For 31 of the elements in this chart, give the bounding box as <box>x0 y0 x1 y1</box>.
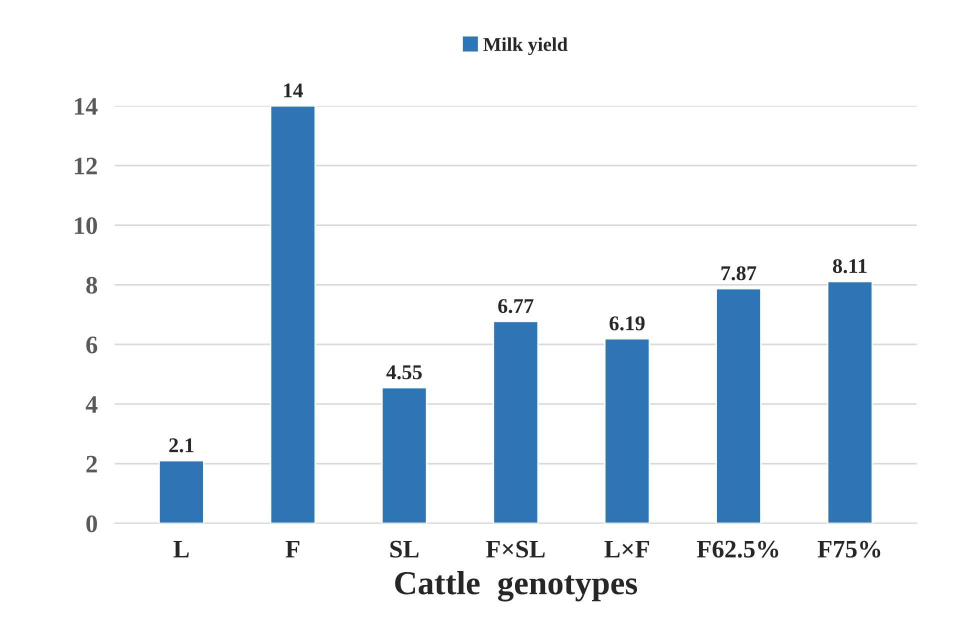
bar <box>492 320 539 524</box>
x-tick-label: F62.5% <box>696 540 778 558</box>
x-tick-label: L <box>174 540 189 558</box>
y-tick-label: 4 <box>86 396 98 413</box>
data-label: 14 <box>284 84 303 98</box>
data-label: 6.77 <box>498 299 534 314</box>
data-label: 2.1 <box>169 438 194 452</box>
data-label: 7.87 <box>721 266 756 280</box>
x-tick-label: L×F <box>604 540 650 558</box>
x-tick-label: SL <box>390 540 419 558</box>
legend-label: Milk yield <box>483 37 568 56</box>
data-label: 6.19 <box>610 316 645 330</box>
x-tick-label: F <box>286 540 300 558</box>
bar <box>716 288 762 524</box>
y-tick-label: 8 <box>86 276 98 294</box>
x-tick-label: F×SL <box>486 540 545 558</box>
y-tick-label: 2 <box>86 456 97 472</box>
data-label: 8.11 <box>832 259 867 274</box>
bar <box>270 106 316 524</box>
data-label: 4.55 <box>386 365 422 380</box>
y-tick-label: 12 <box>74 158 97 174</box>
y-tick-label: 10 <box>74 217 97 234</box>
bar <box>826 280 873 524</box>
y-tick-label: 0 <box>86 515 97 532</box>
bar <box>158 460 204 524</box>
x-tick-label: F75% <box>818 540 880 558</box>
x-axis-title: Cattle genotypes <box>395 570 638 602</box>
bar <box>381 386 428 524</box>
bar <box>604 338 650 524</box>
y-tick-label: 14 <box>74 98 98 115</box>
y-tick-label: 6 <box>86 336 98 354</box>
